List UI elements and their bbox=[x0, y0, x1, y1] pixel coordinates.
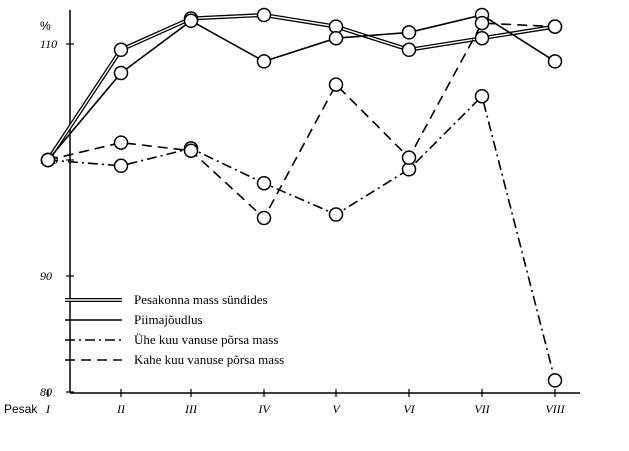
y-axis-title: % bbox=[40, 19, 51, 33]
data-point bbox=[547, 19, 563, 34]
data-point bbox=[183, 13, 199, 29]
legend-label: Kahe kuu vanuse põrsa mass bbox=[134, 352, 284, 367]
legend-item: Pesakonna mass sündides bbox=[65, 292, 268, 307]
data-point bbox=[328, 30, 344, 46]
x-tick-label: VIII bbox=[545, 402, 565, 416]
series-4 bbox=[40, 15, 563, 226]
data-point bbox=[256, 7, 272, 23]
data-point bbox=[474, 30, 490, 46]
data-point bbox=[256, 210, 272, 226]
axes bbox=[69, 10, 580, 394]
x-tick-label: III bbox=[184, 402, 198, 416]
y-tick-label: 110 bbox=[40, 37, 57, 51]
data-point bbox=[401, 25, 417, 40]
data-point bbox=[474, 15, 490, 31]
series-line bbox=[47, 22, 556, 220]
x-tick-label: VI bbox=[403, 402, 415, 416]
series-3 bbox=[40, 88, 563, 388]
data-point bbox=[113, 135, 129, 150]
x-tick-label: V bbox=[332, 402, 341, 416]
data-point bbox=[256, 175, 272, 191]
data-point bbox=[113, 158, 129, 174]
data-point bbox=[40, 152, 56, 168]
series-line-inner bbox=[47, 14, 556, 161]
data-point bbox=[474, 88, 490, 104]
data-point bbox=[547, 373, 563, 388]
y-tick-label: 90 bbox=[40, 269, 52, 283]
y-tick-label: 80 bbox=[40, 385, 52, 399]
data-point bbox=[401, 42, 417, 58]
data-point bbox=[401, 150, 417, 165]
legend-label: Piimajõudlus bbox=[134, 312, 203, 327]
x-tick-label: II bbox=[116, 402, 126, 416]
data-point bbox=[328, 77, 344, 92]
data-point bbox=[113, 42, 129, 58]
legend-item: Piimajõudlus bbox=[65, 312, 203, 327]
data-point bbox=[113, 65, 129, 81]
legend-label: Pesakonna mass sündides bbox=[134, 292, 268, 307]
x-axis-title: Pesak bbox=[4, 402, 38, 416]
legend-item: Ühe kuu vanuse põrsa mass bbox=[65, 332, 278, 347]
data-point bbox=[183, 143, 199, 158]
series-line bbox=[47, 14, 556, 161]
x-tick-label: VII bbox=[474, 402, 490, 416]
x-tick-label: IV bbox=[257, 402, 271, 416]
data-point bbox=[256, 54, 272, 69]
legend-label: Ühe kuu vanuse põrsa mass bbox=[134, 332, 278, 347]
legend-item: Kahe kuu vanuse põrsa mass bbox=[65, 352, 284, 367]
data-point bbox=[328, 207, 344, 222]
data-point bbox=[547, 54, 563, 69]
legend: Pesakonna mass sündides Piimajõudlus Ühe k… bbox=[65, 292, 284, 367]
x-tick-label: I bbox=[45, 402, 51, 416]
series-line bbox=[47, 94, 556, 381]
